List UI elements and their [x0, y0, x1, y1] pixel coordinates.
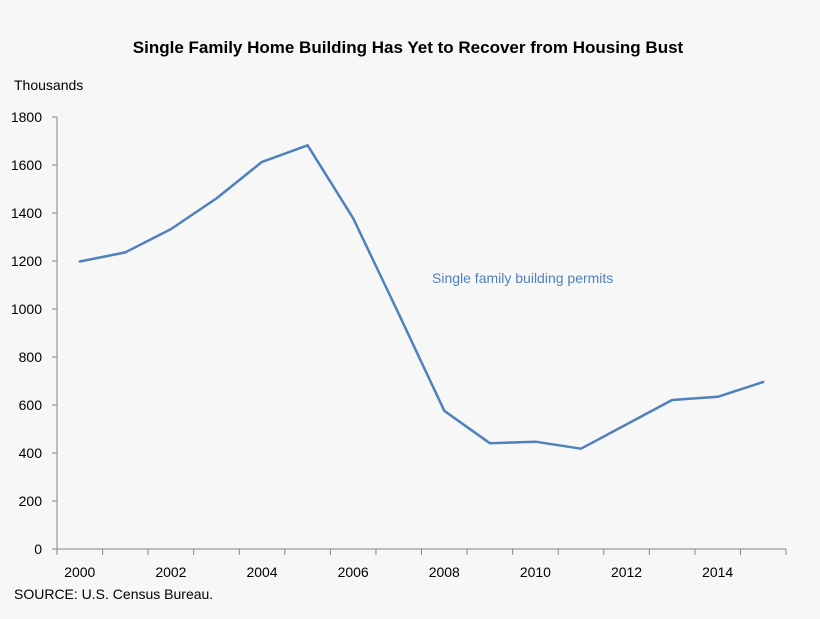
x-tick-label: 2010	[520, 564, 551, 580]
y-axis-label: Thousands	[14, 77, 83, 93]
chart-title: Single Family Home Building Has Yet to R…	[133, 38, 684, 57]
y-tick-label: 1600	[11, 157, 42, 173]
x-tick-label: 2006	[338, 564, 369, 580]
x-axis: 2000 2002 2004 2006 2008 2010 2012 2014	[56, 548, 787, 580]
x-tick-label: 2004	[246, 564, 277, 580]
source-note: SOURCE: U.S. Census Bureau.	[14, 586, 213, 602]
y-tick-label: 1800	[11, 109, 42, 125]
y-tick-label: 200	[19, 493, 43, 509]
series-layer	[78, 144, 765, 450]
x-tick-label: 2014	[702, 564, 733, 580]
y-tick-label: 600	[19, 397, 43, 413]
y-tick-label: 1400	[11, 205, 42, 221]
series-line	[78, 144, 765, 450]
y-tick-label: 800	[19, 349, 43, 365]
x-tick-label: 2000	[64, 564, 95, 580]
y-axis: 0 200 400 600 800 1000 1200 1400 1600 1800	[11, 109, 58, 557]
x-tick-label: 2002	[155, 564, 186, 580]
y-tick-label: 1200	[11, 253, 42, 269]
y-tick-label: 400	[19, 445, 43, 461]
series-label: Single family building permits	[432, 270, 613, 286]
x-tick-label: 2012	[611, 564, 642, 580]
y-tick-label: 0	[34, 541, 42, 557]
y-tick-label: 1000	[11, 301, 42, 317]
x-tick-label: 2008	[429, 564, 460, 580]
